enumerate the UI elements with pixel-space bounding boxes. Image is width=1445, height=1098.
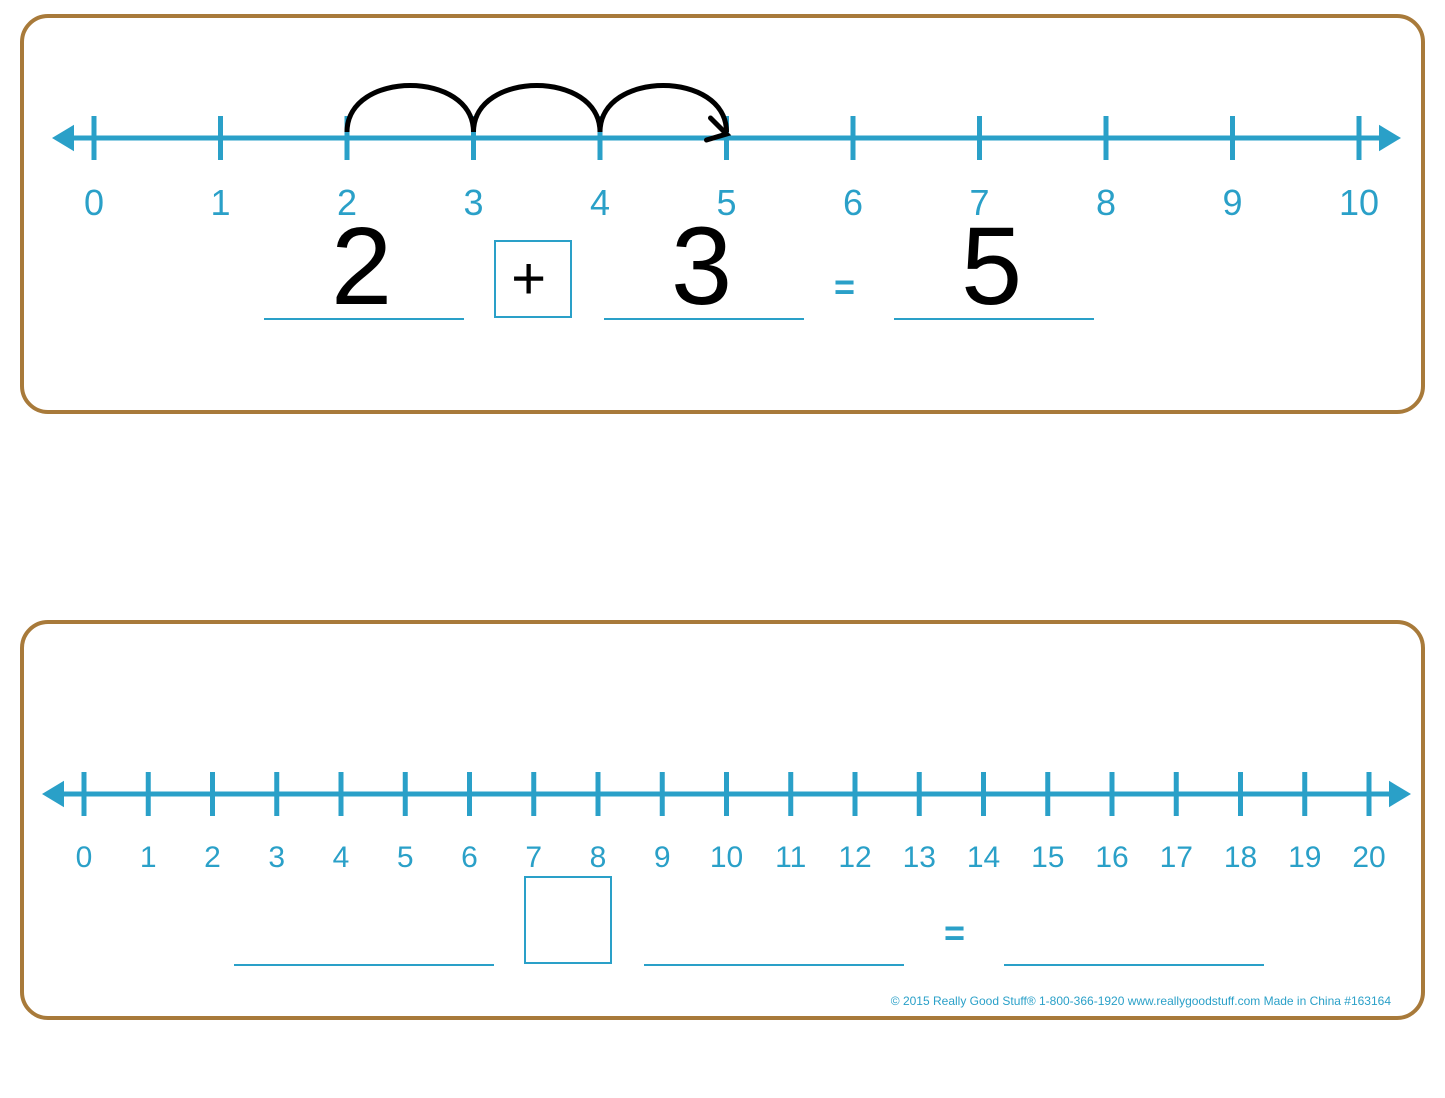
- numberline-tick-label: 10: [710, 841, 743, 874]
- hop-arc: [347, 86, 474, 133]
- handwritten-operator: +: [511, 244, 546, 313]
- numberline-tick-label: 15: [1031, 841, 1064, 874]
- numberline-tick-label: 6: [843, 182, 863, 223]
- numberline-tick-label: 11: [775, 841, 806, 874]
- numberline-tick-label: 0: [84, 182, 104, 223]
- whiteboard-top: 0123456789102+3=5: [20, 14, 1425, 414]
- numberline-tick-label: 16: [1095, 841, 1128, 874]
- numberline-tick-label: 1: [140, 841, 157, 874]
- numberline: 012345678910: [24, 18, 1429, 224]
- copyright-footer: © 2015 Really Good Stuff® 1-800-366-1920…: [891, 994, 1391, 1008]
- hop-arc: [474, 86, 601, 133]
- numberline-tick-label: 8: [1096, 182, 1116, 223]
- numberline-tick-label: 19: [1288, 841, 1321, 874]
- numberline-tick-label: 13: [903, 841, 936, 874]
- handwritten-number: 5: [961, 203, 1022, 330]
- handwritten-number: 3: [671, 203, 732, 330]
- numberline-tick-label: 6: [461, 841, 478, 874]
- numberline-tick-label: 7: [525, 841, 542, 874]
- numberline-tick-label: 9: [1222, 182, 1242, 223]
- numberline-tick-label: 20: [1352, 841, 1385, 874]
- numberline-tick-label: 3: [463, 182, 483, 223]
- numberline-tick-label: 12: [838, 841, 871, 874]
- equation-blank[interactable]: [1004, 964, 1264, 966]
- hop-arc: [600, 86, 727, 133]
- numberline-tick-label: 10: [1339, 182, 1379, 223]
- numberline-tick-label: 1: [210, 182, 230, 223]
- numberline-tick-label: 5: [397, 841, 414, 874]
- numberline-tick-label: 0: [76, 841, 93, 874]
- numberline-tick-label: 17: [1160, 841, 1193, 874]
- operator-box[interactable]: [524, 876, 612, 964]
- numberline-tick-label: 4: [333, 841, 350, 874]
- equation-blank[interactable]: [644, 964, 904, 966]
- equation-blank[interactable]: [234, 964, 494, 966]
- equals-sign: =: [834, 266, 857, 308]
- numberline-tick-label: 8: [590, 841, 607, 874]
- numberline-tick-label: 4: [590, 182, 610, 223]
- equals-sign: =: [944, 912, 967, 954]
- numberline-tick-label: 3: [268, 841, 285, 874]
- whiteboard-bottom: 01234567891011121314151617181920=© 2015 …: [20, 620, 1425, 1020]
- numberline: 01234567891011121314151617181920: [24, 624, 1429, 874]
- numberline-tick-label: 2: [204, 841, 221, 874]
- numberline-tick-label: 9: [654, 841, 671, 874]
- numberline-tick-label: 18: [1224, 841, 1257, 874]
- numberline-tick-label: 14: [967, 841, 1000, 874]
- handwritten-number: 2: [331, 203, 392, 330]
